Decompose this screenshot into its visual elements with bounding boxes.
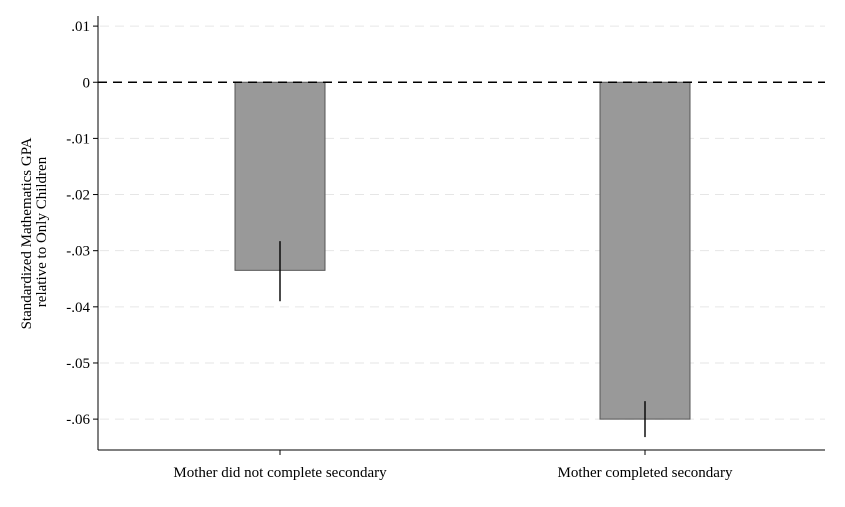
y-tick-label: -.02	[66, 188, 90, 204]
y-tick-label: -.04	[66, 300, 90, 316]
y-tick-label: -.01	[66, 131, 90, 147]
y-tick-label: -.05	[66, 356, 90, 372]
y-tick-label: -.06	[66, 412, 90, 428]
bar	[599, 81, 691, 420]
y-axis-ticks: .01 0 -.01 -.02 -.03 -.04 -.05 -.06	[66, 19, 98, 428]
y-axis-title-line-2: relative to Only Children	[34, 156, 50, 307]
y-axis-title: Standardized Mathematics GPA relative to…	[19, 135, 50, 330]
y-tick-label: .01	[71, 19, 90, 35]
bars	[234, 81, 691, 420]
y-tick-label: 0	[83, 75, 91, 91]
x-category-label: Mother completed secondary	[558, 465, 733, 481]
y-tick-label: -.03	[66, 244, 90, 260]
grid-lines	[100, 25, 825, 420]
y-axis-title-line-1: Standardized Mathematics GPA	[19, 137, 35, 329]
x-axis-ticks: Mother did not complete secondary Mother …	[173, 450, 733, 481]
error-bars	[279, 241, 646, 438]
x-category-label: Mother did not complete secondary	[173, 465, 387, 481]
